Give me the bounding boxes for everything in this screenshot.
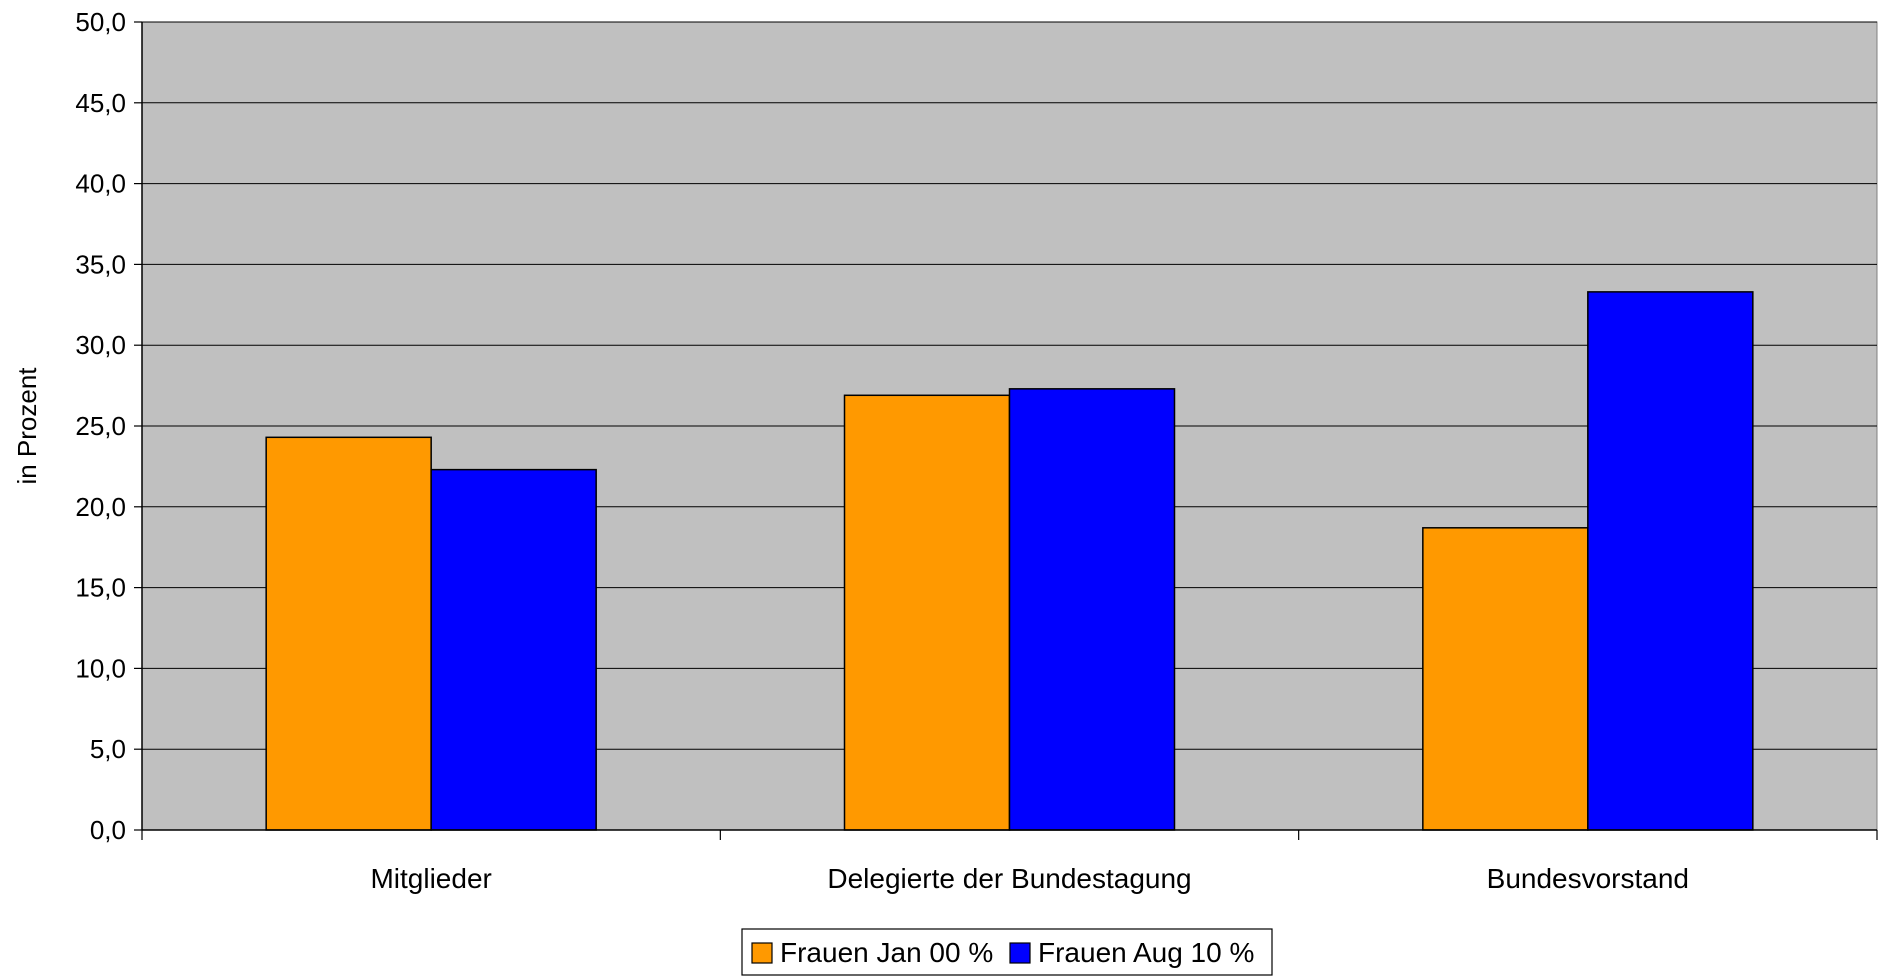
x-axis-ticks: Mitglieder Delegierte der Bundestagung Bun… — [141, 830, 1878, 894]
x-tick-label: Bundesvorstand — [1487, 863, 1689, 894]
x-tick-label: Delegierte der Bundestagung — [827, 863, 1191, 894]
y-axis-ticks: 0,0 5,0 10,0 15,0 20,0 25,0 30,0 35,0 40,0 45,0 50… — [75, 7, 142, 845]
y-tick-label: 10,0 — [75, 653, 126, 683]
y-tick-label: 35,0 — [75, 249, 126, 279]
x-tick-label: Mitglieder — [370, 863, 491, 894]
legend: Frauen Jan 00 % Frauen Aug 10 % — [741, 928, 1273, 976]
bar — [843, 394, 1011, 831]
bars — [265, 291, 1754, 831]
y-tick-label: 5,0 — [90, 734, 126, 764]
y-tick-label: 15,0 — [75, 573, 126, 603]
bar — [1008, 388, 1176, 831]
y-tick-label: 50,0 — [75, 7, 126, 37]
bar — [430, 468, 597, 831]
y-tick-label: 0,0 — [90, 815, 126, 845]
legend-label: Frauen Jan 00 % — [780, 937, 993, 968]
legend-label: Frauen Aug 10 % — [1038, 937, 1254, 968]
y-tick-label: 40,0 — [75, 169, 126, 199]
y-axis-title: in Prozent — [12, 367, 42, 485]
bar — [1422, 527, 1589, 831]
y-tick-label: 20,0 — [75, 492, 126, 522]
y-tick-label: 45,0 — [75, 88, 126, 118]
bar — [265, 436, 432, 831]
legend-swatch — [1009, 942, 1031, 964]
legend-box — [741, 928, 1273, 976]
y-tick-label: 30,0 — [75, 330, 126, 360]
y-tick-label: 25,0 — [75, 411, 126, 441]
bar — [1587, 291, 1754, 831]
legend-swatch — [751, 942, 773, 964]
